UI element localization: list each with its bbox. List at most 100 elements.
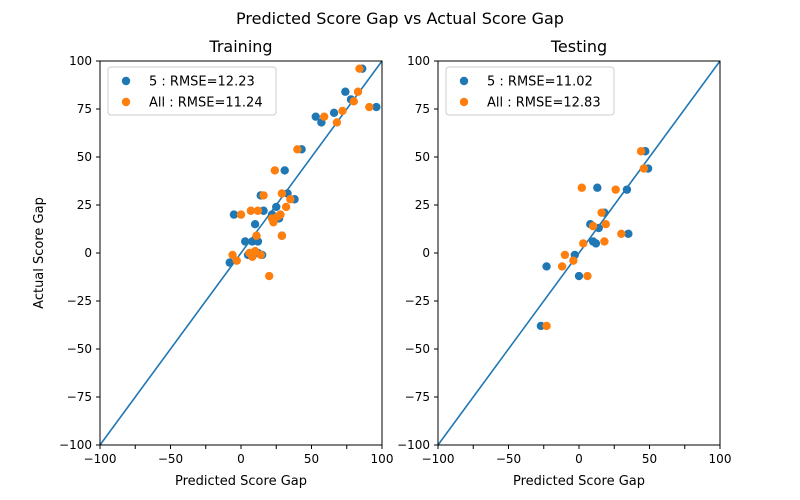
- legend-marker: [459, 76, 469, 86]
- legend-marker: [121, 76, 131, 86]
- data-point: [280, 166, 289, 175]
- data-point: [542, 262, 551, 271]
- panel-training: Training −100 −50 0 50 100 −100 −75 −50 −25 0 25 50 7…: [32, 37, 393, 489]
- data-point: [281, 202, 291, 212]
- data-point: [577, 183, 587, 192]
- x-axis-ticks: −100 −50 0 50 100: [84, 445, 394, 466]
- legend-label: All : RMSE=11.24: [149, 96, 263, 111]
- y-tick-label: 25: [77, 198, 92, 212]
- data-point: [611, 185, 620, 194]
- y-tick-label: 0: [84, 246, 92, 260]
- y-tick-label: −50: [67, 342, 92, 356]
- x-tick-label: −50: [158, 452, 183, 466]
- legend-label: 5 : RMSE=11.02: [487, 75, 593, 90]
- data-point: [232, 256, 241, 265]
- x-tick-label: 50: [642, 452, 657, 466]
- panel-testing: Testing −100 −50 0 50 100 −100 −75 −50 −25 0 25 50 75…: [397, 37, 731, 489]
- data-point: [593, 183, 602, 192]
- y-tick-label: −25: [67, 294, 92, 308]
- legend-marker: [121, 97, 131, 107]
- data-point: [250, 220, 260, 229]
- data-point: [269, 218, 278, 227]
- x-axis-label: Predicted Score Gap: [513, 474, 645, 489]
- data-point: [636, 147, 646, 156]
- data-point: [293, 145, 302, 154]
- data-point: [601, 220, 610, 229]
- data-point: [225, 258, 234, 267]
- x-axis-label: Predicted Score Gap: [175, 474, 307, 489]
- y-tick-label: −75: [405, 390, 430, 404]
- y-tick-label: 75: [77, 102, 92, 116]
- legend-marker: [459, 97, 469, 107]
- legend: 5 : RMSE=12.23 All : RMSE=11.24: [107, 66, 277, 116]
- figure-suptitle: Predicted Score Gap vs Actual Score Gap: [236, 9, 564, 28]
- x-tick-label: 100: [371, 452, 394, 466]
- data-point: [241, 237, 250, 246]
- y-tick-label: −100: [397, 438, 430, 452]
- data-point: [329, 108, 339, 118]
- data-point: [617, 229, 626, 238]
- y-axis-ticks: −100 −75 −50 −25 0 25 50 75 100: [397, 54, 438, 452]
- series-2: [228, 64, 374, 281]
- legend: 5 : RMSE=11.02 All : RMSE=12.83: [445, 66, 615, 116]
- data-point: [624, 229, 633, 238]
- data-point: [286, 195, 295, 204]
- data-point: [372, 102, 381, 112]
- y-tick-label: 75: [415, 102, 430, 116]
- x-tick-label: 0: [575, 452, 583, 466]
- y-axis-ticks: −100 −75 −50 −25 0 25 50 75 100: [59, 54, 100, 452]
- data-point: [311, 112, 320, 121]
- legend-box: [445, 66, 615, 116]
- series-2: [542, 147, 649, 331]
- data-point: [277, 189, 287, 198]
- x-tick-label: −100: [422, 452, 455, 466]
- data-point: [560, 250, 570, 260]
- legend-label: 5 : RMSE=12.23: [149, 75, 255, 90]
- data-point: [246, 206, 256, 215]
- x-tick-label: 0: [237, 452, 245, 466]
- x-tick-label: 50: [304, 452, 319, 466]
- x-tick-label: 100: [709, 452, 732, 466]
- data-point: [353, 87, 363, 96]
- data-point: [332, 118, 342, 127]
- data-point: [277, 231, 287, 240]
- y-tick-label: −25: [405, 294, 430, 308]
- y-tick-label: 100: [69, 54, 92, 68]
- panel-title: Training: [208, 37, 272, 56]
- y-tick-label: 50: [77, 150, 92, 164]
- data-point: [569, 256, 578, 265]
- data-point: [341, 87, 350, 96]
- chart-panels: Training−100 −50 0 50 100−100−75−50−25025507…: [32, 37, 731, 489]
- data-point: [557, 262, 567, 271]
- x-tick-label: −50: [496, 452, 521, 466]
- data-point: [597, 208, 606, 217]
- data-point: [256, 250, 265, 260]
- data-point: [228, 250, 237, 260]
- data-point: [579, 239, 588, 248]
- data-point: [319, 112, 329, 121]
- data-point: [338, 106, 347, 116]
- data-point: [600, 237, 609, 246]
- legend-label: All : RMSE=12.83: [487, 96, 601, 111]
- data-point: [259, 191, 268, 200]
- data-point: [639, 164, 649, 173]
- data-point: [253, 206, 263, 215]
- panel-title: Testing: [550, 37, 607, 56]
- data-point: [574, 271, 584, 281]
- y-tick-label: −75: [67, 390, 92, 404]
- y-axis-label: Actual Score Gap: [32, 197, 47, 309]
- data-point: [349, 97, 358, 106]
- y-tick-label: 25: [415, 198, 430, 212]
- data-point: [365, 102, 374, 112]
- data-point: [265, 271, 274, 281]
- data-point: [583, 271, 592, 281]
- data-point: [591, 239, 601, 248]
- legend-box: [107, 66, 277, 116]
- data-point: [542, 321, 551, 331]
- data-point: [236, 210, 246, 219]
- y-tick-label: −100: [59, 438, 92, 452]
- data-point: [229, 210, 239, 219]
- y-tick-label: 50: [415, 150, 430, 164]
- y-tick-label: −50: [405, 342, 430, 356]
- data-point: [355, 64, 364, 73]
